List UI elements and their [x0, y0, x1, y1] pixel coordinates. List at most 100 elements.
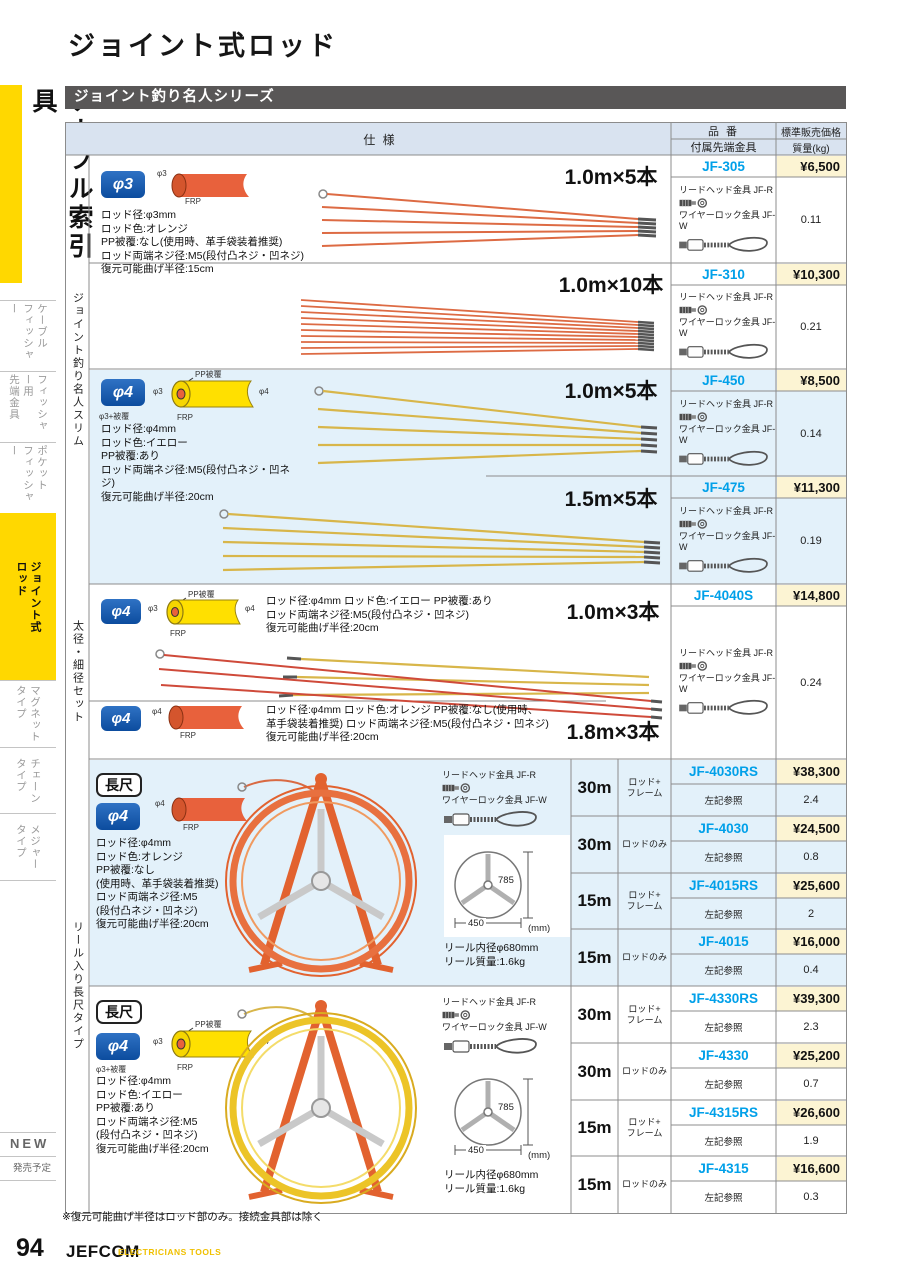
price-bg: [777, 760, 846, 784]
fittings-block: リードヘッド金具 JF-R ワイヤーロック金具 JF-W: [436, 996, 571, 1058]
series-header-bar: ジョイント釣り名人シリーズ: [65, 86, 846, 109]
fittings-cell: リードヘッド金具 JF-R ワイヤーロック金具 JF-W: [671, 391, 776, 476]
rod-fan-illustration: [155, 649, 663, 720]
sidebar-item-pocket-fisher[interactable]: ポケット フィッシャー: [8, 445, 48, 503]
price-value: ¥26,600: [793, 1105, 840, 1120]
price-bg: [777, 264, 846, 285]
core-note-label: φ3+被覆: [99, 412, 130, 421]
ref-cell: 左記参照: [704, 853, 743, 864]
lead-head-icon: [679, 519, 711, 529]
rod-diagram-yellow: PP被覆 φ3 φ4 FRP: [148, 590, 255, 638]
spec-text: ロッド径:φ4mm ロッド色:オレンジ PP被覆:なし (使用時、革手袋装着推奨…: [96, 837, 219, 930]
wire-lock-icon: [442, 808, 542, 830]
product-number: JF-310: [702, 266, 745, 282]
length-cell: 30m: [577, 1004, 612, 1024]
length-cell: 30m: [577, 777, 612, 797]
diameter-badge: φ4: [96, 1033, 140, 1060]
sidebar-item-chain-type[interactable]: チェーン タイプ: [15, 757, 41, 804]
table-grid: [66, 123, 846, 1213]
price-value: ¥6,500: [800, 158, 840, 174]
sidebar-item-magnet-type[interactable]: マグネット タイプ: [15, 685, 41, 743]
divider: [0, 442, 56, 443]
fittings-cell: リードヘッド金具 JF-R ワイヤーロック金具 JF-W: [671, 177, 776, 263]
col-header-weight: 質量(kg): [792, 143, 830, 155]
product-number: JF-4015RS: [688, 878, 759, 893]
sidebar-item-measure-type[interactable]: メジャー タイプ: [15, 823, 41, 870]
dim-height-label: 785: [498, 875, 514, 886]
price-value: ¥39,300: [793, 991, 840, 1006]
config-cell: ロッド+ フレーム: [626, 1117, 663, 1138]
long-badge: 長尺: [96, 773, 142, 797]
ref-cell: 左記参照: [704, 1080, 743, 1091]
ref-cell: 左記参照: [704, 796, 743, 807]
price-value: ¥8,500: [800, 372, 840, 388]
weight-value: 0.11: [800, 214, 822, 226]
length-label: 1.5m×5本: [564, 488, 658, 511]
brand-sub-logo: ELECTRICIANS TOOLS: [118, 1247, 222, 1257]
length-cell: 30m: [577, 834, 612, 854]
price-bg: [777, 1044, 846, 1068]
product-number: JF-4330RS: [688, 991, 759, 1006]
ref-cell: 左記参照: [704, 909, 743, 921]
lead-head-icon: [442, 1010, 474, 1020]
config-cell: ロッドのみ: [621, 1066, 667, 1076]
product-number: JF-4330: [698, 1048, 749, 1063]
divider: [0, 880, 56, 881]
dim-unit-label: (mm): [528, 923, 551, 934]
sidebar-item-fisher-tips[interactable]: フィッシャー用 先端金具: [8, 374, 48, 432]
weight-value: 0.14: [800, 427, 822, 440]
product-number: JF-475: [702, 479, 745, 495]
sidebar-active-highlight: [0, 513, 56, 680]
dim-width-label: 450: [466, 918, 486, 929]
group-label-reel: リール入り長尺タイプ: [71, 921, 84, 1051]
ref-cell: 左記参照: [704, 1023, 743, 1034]
fittings-block: リードヘッド金具 JF-R ワイヤーロック金具 JF-W: [436, 769, 571, 831]
brand-logo: JEFCOM: [66, 1242, 140, 1261]
price-bg: [777, 1157, 846, 1181]
rod-diagram-orange: φ4 FRP: [151, 791, 261, 832]
diameter-badge: φ3: [101, 171, 145, 198]
diagram-box: [444, 835, 570, 937]
config-cell: ロッド+ フレーム: [626, 776, 663, 798]
fitting-lead-label: リードヘッド金具 JF-R: [679, 185, 773, 195]
group-label-thick-thin: 太径・細径セット: [71, 619, 84, 724]
wire-lock-icon: [679, 555, 771, 576]
dim-unit-label: (mm): [528, 1150, 551, 1161]
rod-fan-illustration: [219, 509, 661, 572]
price-bg: [777, 585, 846, 606]
divider: [0, 300, 56, 301]
ref-cell: 左記参照: [704, 966, 743, 977]
col-header-price: 標準販売価格: [781, 127, 841, 139]
product-number: JF-4315: [698, 1161, 749, 1176]
ref-cell: 左記参照: [704, 1193, 743, 1204]
weight-value: 0.7: [803, 1078, 819, 1090]
wire-lock-icon: [679, 697, 771, 718]
divider: [0, 747, 56, 748]
spec-text: ロッド径:φ3mm ロッド色:オレンジ PP被覆:なし(使用時、革手袋装着推奨)…: [101, 209, 304, 275]
spec-text: ロッド径:φ4mm ロッド色:オレンジ PP被覆:なし(使用時、 革手袋装着推奨…: [266, 704, 549, 743]
sidebar-item-joint-rod[interactable]: ジョイント式 ロッド: [15, 560, 41, 633]
wire-lock-icon: [442, 1035, 542, 1057]
divider: [0, 1132, 56, 1133]
col-header-fitting: 付属先端金具: [690, 142, 757, 154]
length-label: 1.0m×10本: [558, 274, 664, 297]
lead-head-icon: [679, 661, 711, 671]
rod-fan-illustration: [314, 386, 658, 465]
price-bg: [777, 370, 846, 391]
weight-value: 0.4: [803, 964, 819, 976]
product-number: JF-450: [702, 372, 745, 388]
price-value: ¥24,500: [793, 821, 840, 836]
page-title: ジョイント式ロッド: [68, 31, 338, 61]
spec-text: ロッド径:φ4mm ロッド色:イエロー PP被覆:あり ロッド両端ネジ径:M5 …: [96, 1075, 209, 1155]
divider: [0, 1156, 56, 1157]
length-cell: 30m: [577, 1061, 612, 1081]
price-value: ¥14,800: [793, 587, 840, 603]
product-number: JF-4015: [698, 934, 749, 949]
product-number: JF-4040S: [693, 587, 754, 603]
rod-diagram-yellow: PP被覆 φ3 φ4 FRP: [153, 370, 269, 422]
rod-diagram-orange: φ4 FRP: [148, 701, 258, 741]
sidebar-item-cable-fisher[interactable]: ケーブル フィッシャー: [8, 303, 48, 361]
sidebar-category-label: ケーブル索引具: [29, 88, 93, 262]
config-cell: ロッドのみ: [621, 839, 667, 849]
price-bg: [777, 930, 846, 954]
